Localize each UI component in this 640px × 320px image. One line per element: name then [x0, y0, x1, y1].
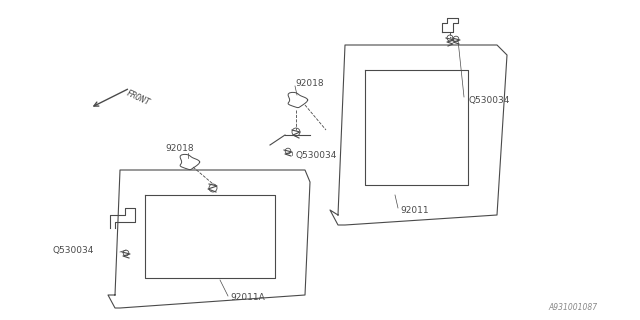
Text: 92018: 92018	[165, 143, 194, 153]
Text: A931001087: A931001087	[548, 303, 597, 312]
Text: FRONT: FRONT	[125, 89, 152, 108]
Text: 92011A: 92011A	[230, 293, 265, 302]
Text: 92011: 92011	[400, 205, 429, 214]
Text: Q530034: Q530034	[468, 95, 509, 105]
Text: 92018: 92018	[295, 78, 324, 87]
Text: Q530034: Q530034	[295, 150, 337, 159]
Text: Q530034: Q530034	[52, 245, 93, 254]
